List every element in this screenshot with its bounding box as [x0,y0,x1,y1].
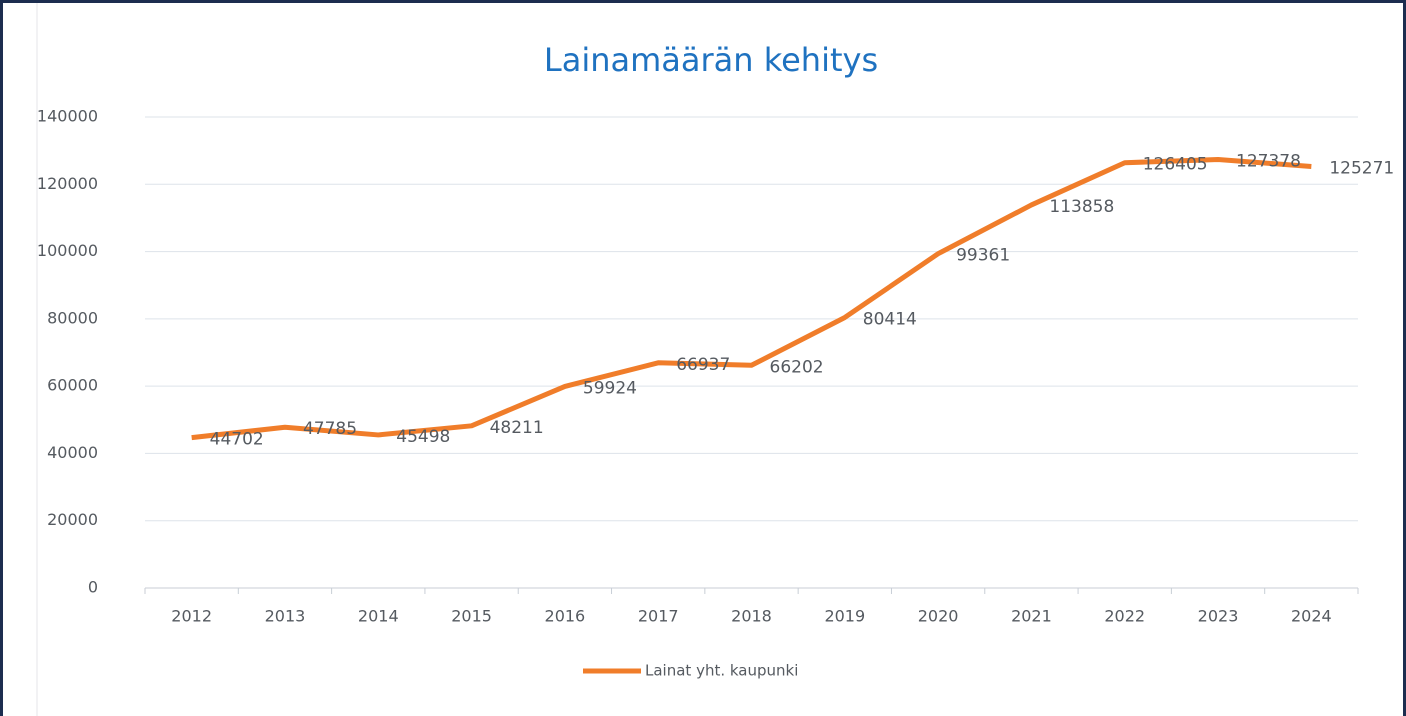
x-tick-label: 2014 [358,607,399,626]
data-label: 45498 [396,427,450,447]
data-label: 126405 [1143,155,1208,175]
data-label: 80414 [863,309,917,329]
data-label: 66202 [770,357,824,377]
x-tick-label: 2022 [1104,607,1145,626]
data-label: 99361 [956,246,1010,266]
x-tick-label: 2024 [1291,607,1332,626]
chart: Lainamäärän kehitys 0 20000 40000 60000 8000… [36,3,1394,716]
y-tick-label: 20000 [47,510,98,529]
x-tick-label: 2020 [918,607,959,626]
data-label: 113858 [1049,197,1114,217]
x-tick-label: 2019 [824,607,865,626]
data-label: 127378 [1236,151,1301,171]
y-tick-label: 40000 [47,443,98,462]
data-label: 44702 [210,430,264,450]
x-tick-label: 2013 [265,607,306,626]
y-tick-label: 80000 [47,308,98,327]
data-label: 59924 [583,378,637,398]
y-tick-label: 100000 [37,241,98,260]
x-tick-label: 2015 [451,607,492,626]
y-tick-label: 120000 [37,174,98,193]
legend-label: Lainat yht. kaupunki [645,662,798,680]
line-series [191,156,1312,441]
data-label: 47785 [303,419,357,439]
x-tick-label: 2018 [731,607,772,626]
x-tick-label: 2017 [638,607,679,626]
y-tick-label: 0 [88,578,98,597]
data-label: 66937 [676,355,730,375]
x-tick-label: 2016 [545,607,586,626]
chart-title: Lainamäärän kehitys [544,41,878,79]
x-tick-label: 2021 [1011,607,1052,626]
x-tick-label: 2023 [1198,607,1239,626]
y-tick-label: 60000 [47,376,98,395]
data-label: 125271 [1329,159,1394,179]
x-tick-label: 2012 [171,607,212,626]
y-tick-label: 140000 [37,107,98,126]
data-label: 48211 [490,418,544,438]
